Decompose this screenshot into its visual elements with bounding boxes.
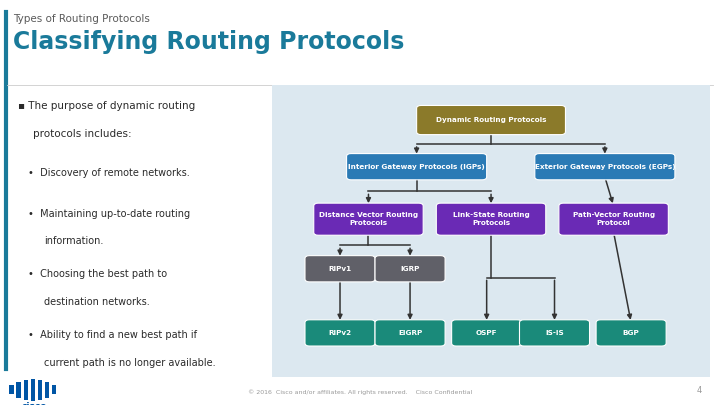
FancyBboxPatch shape xyxy=(451,320,522,346)
Text: Link-State Routing
Protocols: Link-State Routing Protocols xyxy=(453,213,529,226)
Bar xyxy=(37,380,42,400)
Text: ▪ The purpose of dynamic routing: ▪ The purpose of dynamic routing xyxy=(18,101,195,111)
Text: information.: information. xyxy=(44,237,103,246)
Text: Exterior Gateway Protocols (EGPs): Exterior Gateway Protocols (EGPs) xyxy=(534,164,675,170)
Text: RIPv2: RIPv2 xyxy=(328,330,351,336)
Text: Dynamic Routing Protocols: Dynamic Routing Protocols xyxy=(436,117,546,123)
Text: BGP: BGP xyxy=(623,330,639,336)
FancyBboxPatch shape xyxy=(417,105,565,134)
Text: Classifying Routing Protocols: Classifying Routing Protocols xyxy=(13,30,405,54)
Text: cisco: cisco xyxy=(21,402,47,405)
Text: Path-Vector Routing
Protocol: Path-Vector Routing Protocol xyxy=(572,213,654,226)
Bar xyxy=(17,382,21,398)
Text: •  Maintaining up-to-date routing: • Maintaining up-to-date routing xyxy=(28,209,190,219)
Text: IS-IS: IS-IS xyxy=(545,330,564,336)
FancyBboxPatch shape xyxy=(305,320,375,346)
Text: protocols includes:: protocols includes: xyxy=(33,129,132,139)
FancyBboxPatch shape xyxy=(535,153,675,180)
Text: current path is no longer available.: current path is no longer available. xyxy=(44,358,215,367)
Text: Interior Gateway Protocols (IGPs): Interior Gateway Protocols (IGPs) xyxy=(348,164,485,170)
FancyBboxPatch shape xyxy=(520,320,590,346)
FancyBboxPatch shape xyxy=(314,203,423,235)
FancyBboxPatch shape xyxy=(375,256,445,282)
Text: EIGRP: EIGRP xyxy=(398,330,422,336)
Text: •  Choosing the best path to: • Choosing the best path to xyxy=(28,269,168,279)
Text: •  Discovery of remote networks.: • Discovery of remote networks. xyxy=(28,168,190,177)
Bar xyxy=(52,386,56,394)
FancyBboxPatch shape xyxy=(346,153,487,180)
Bar xyxy=(24,380,28,400)
Bar xyxy=(9,386,14,394)
Text: IGRP: IGRP xyxy=(400,266,420,272)
Text: •  Ability to find a new best path if: • Ability to find a new best path if xyxy=(28,330,197,340)
Text: OSPF: OSPF xyxy=(476,330,498,336)
FancyBboxPatch shape xyxy=(559,203,668,235)
FancyBboxPatch shape xyxy=(596,320,666,346)
Bar xyxy=(45,382,49,398)
Bar xyxy=(30,379,35,401)
FancyBboxPatch shape xyxy=(436,203,546,235)
Text: destination networks.: destination networks. xyxy=(44,297,149,307)
FancyBboxPatch shape xyxy=(375,320,445,346)
Text: RIPv1: RIPv1 xyxy=(328,266,351,272)
Text: © 2016  Cisco and/or affiliates. All rights reserved.    Cisco Confidential: © 2016 Cisco and/or affiliates. All righ… xyxy=(248,389,472,395)
Text: Distance Vector Routing
Protocols: Distance Vector Routing Protocols xyxy=(319,213,418,226)
Text: 4: 4 xyxy=(697,386,702,395)
Text: Types of Routing Protocols: Types of Routing Protocols xyxy=(13,14,150,24)
FancyBboxPatch shape xyxy=(264,79,719,382)
FancyBboxPatch shape xyxy=(305,256,375,282)
